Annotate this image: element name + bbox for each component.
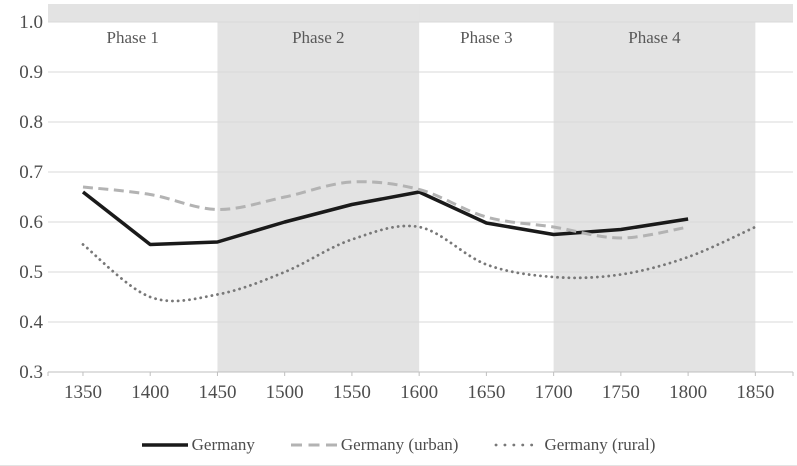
line-chart-plot: 1.0 0.9 0.8 0.7 0.6 0.5 0.4 0.3 1350 1400 1450 1500… <box>19 4 794 403</box>
phase-label-3: Phase 3 <box>460 28 512 47</box>
phase-label-2: Phase 2 <box>292 28 344 47</box>
y-tick-label: 0.6 <box>19 212 43 233</box>
y-tick-label: 0.5 <box>19 262 43 283</box>
y-tick-label: 0.7 <box>19 162 43 183</box>
x-tick-label: 1700 <box>535 382 573 403</box>
y-tick-label: 0.4 <box>19 312 43 333</box>
legend-label-germany: Germany <box>191 435 255 454</box>
legend-solid-line-icon <box>141 443 188 447</box>
y-tick-label: 0.8 <box>19 112 43 133</box>
chart-legend: Germany Germany (urban) Germany (rural) <box>0 414 797 465</box>
legend-item-germany-urban: Germany (urban) <box>290 435 459 455</box>
y-tick-label: 0.3 <box>19 362 43 383</box>
legend-dashed-line-icon <box>290 443 337 447</box>
x-tick-label: 1450 <box>198 382 236 403</box>
x-tick-label: 1500 <box>266 382 304 403</box>
series-line-germany <box>81 190 689 247</box>
x-tick-label: 1400 <box>131 382 169 403</box>
x-tick-label: 1550 <box>333 382 371 403</box>
x-tick-label: 1850 <box>736 382 774 403</box>
legend-item-germany-rural: Germany (rural) <box>494 435 655 455</box>
x-tick-label: 1800 <box>669 382 707 403</box>
x-tick-label: 1350 <box>64 382 102 403</box>
x-tick-label: 1750 <box>602 382 640 403</box>
phase-band-4 <box>553 4 756 372</box>
x-tick-label: 1600 <box>400 382 438 403</box>
y-tick-label: 0.9 <box>19 62 43 83</box>
x-tick-label: 1650 <box>467 382 505 403</box>
phase-label-4: Phase 4 <box>628 28 681 47</box>
legend-label-germany-rural: Germany (rural) <box>544 435 656 454</box>
legend-item-germany: Germany <box>141 435 255 455</box>
legend-dotted-line-icon <box>495 443 541 447</box>
y-tick-label: 1.0 <box>19 12 43 33</box>
phase-label-1: Phase 1 <box>107 28 159 47</box>
series-line-germany-urban <box>82 180 689 240</box>
legend-label-germany-urban: Germany (urban) <box>340 435 459 454</box>
